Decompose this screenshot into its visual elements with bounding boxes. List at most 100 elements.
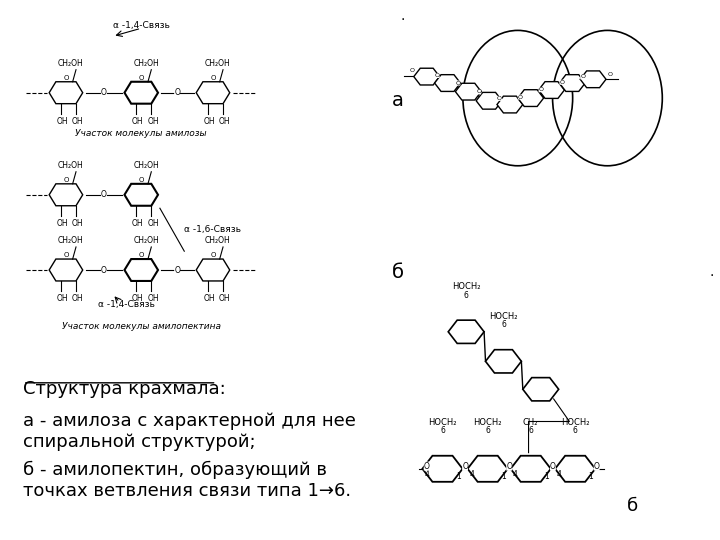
Polygon shape [49,82,83,104]
Text: α -1,4-Связь: α -1,4-Связь [113,21,170,30]
Text: б: б [627,497,638,515]
Text: OH: OH [132,117,144,126]
Text: O: O [580,75,585,79]
Text: CH₂OH: CH₂OH [205,236,231,245]
Text: O: O [476,90,481,94]
Text: O: O [174,266,180,274]
Text: 1: 1 [456,472,461,481]
Polygon shape [555,456,595,482]
Text: O: O [210,252,216,258]
Polygon shape [49,259,83,281]
Text: Участок молекулы амилопектина: Участок молекулы амилопектина [62,322,221,331]
Text: OH: OH [204,294,215,303]
Text: OH: OH [132,219,144,228]
Text: O: O [63,252,68,258]
Text: OH: OH [147,219,159,228]
Polygon shape [435,75,460,91]
Text: O: O [409,68,414,73]
Text: O: O [559,80,564,85]
Text: O: O [63,75,68,80]
Text: .: . [401,9,405,23]
Text: O: O [101,88,107,97]
Text: HOCH₂: HOCH₂ [474,418,502,427]
Polygon shape [125,184,158,206]
Polygon shape [518,90,544,106]
Polygon shape [455,83,481,100]
Text: 4: 4 [469,470,474,478]
Text: CH₂OH: CH₂OH [205,58,231,68]
Text: б: б [392,263,404,282]
Polygon shape [510,456,551,482]
Text: а - амилоза с характерной для нее
спиральной структурой;: а - амилоза с характерной для нее спирал… [23,413,356,451]
Polygon shape [559,75,585,91]
Text: CH₂: CH₂ [523,418,539,427]
Text: 6: 6 [572,427,577,435]
Text: OH: OH [72,117,84,126]
Polygon shape [485,350,521,373]
Text: O: O [138,75,144,80]
Text: 1: 1 [501,472,506,481]
Text: O: O [518,94,523,99]
Polygon shape [539,82,564,98]
Text: HOCH₂: HOCH₂ [428,418,456,427]
Text: O: O [138,252,144,258]
Text: O: O [210,75,216,80]
Text: O: O [594,462,600,470]
Polygon shape [414,68,440,85]
Text: α -1,4-Связь: α -1,4-Связь [99,300,156,309]
Text: 4: 4 [557,470,562,478]
Polygon shape [197,82,230,104]
Text: OH: OH [219,294,230,303]
Text: OH: OH [57,219,68,228]
Text: OH: OH [147,294,159,303]
Text: OH: OH [57,117,68,126]
Text: CH₂OH: CH₂OH [133,236,159,245]
Text: O: O [138,177,144,183]
Text: Участок молекулы амилозы: Участок молекулы амилозы [76,129,207,138]
Text: .: . [709,265,714,279]
Text: OH: OH [219,117,230,126]
Text: CH₂OH: CH₂OH [58,236,84,245]
Text: O: O [550,462,556,470]
Text: 6: 6 [501,320,506,329]
Text: 6: 6 [485,427,490,435]
Text: б - амилопектин, образующий в
точках ветвления связи типа 1→6.: б - амилопектин, образующий в точках вет… [23,461,351,500]
Text: O: O [435,73,440,78]
Polygon shape [423,456,462,482]
Text: 6: 6 [464,291,469,300]
Polygon shape [476,92,502,109]
Text: CH₂OH: CH₂OH [133,58,159,68]
Text: O: O [462,462,468,470]
Text: 1: 1 [544,472,549,481]
Text: HOCH₂: HOCH₂ [489,312,518,321]
Polygon shape [49,184,83,206]
Text: O: O [497,96,502,101]
Text: O: O [608,72,613,77]
Text: OH: OH [57,294,68,303]
Text: O: O [539,87,544,92]
Text: 6: 6 [528,427,533,435]
Text: HOCH₂: HOCH₂ [452,282,480,292]
Text: 6: 6 [440,427,445,435]
Text: HOCH₂: HOCH₂ [561,418,590,427]
Text: OH: OH [72,294,84,303]
Text: OH: OH [72,219,84,228]
Text: O: O [174,88,180,97]
Text: O: O [506,462,512,470]
Text: O: O [424,462,430,470]
Polygon shape [497,96,523,113]
Text: CH₂OH: CH₂OH [133,160,159,170]
Text: O: O [456,80,460,85]
Text: CH₂OH: CH₂OH [58,160,84,170]
Text: O: O [101,190,107,199]
Text: 1: 1 [588,472,593,481]
Text: 4: 4 [513,470,518,478]
Text: а: а [392,91,404,110]
Text: OH: OH [132,294,144,303]
Polygon shape [467,456,508,482]
Text: OH: OH [147,117,159,126]
Text: Структура крахмала:: Структура крахмала: [23,380,225,398]
Text: O: O [101,266,107,274]
Text: α -1,6-Связь: α -1,6-Связь [184,225,241,234]
Text: 4: 4 [424,470,429,478]
